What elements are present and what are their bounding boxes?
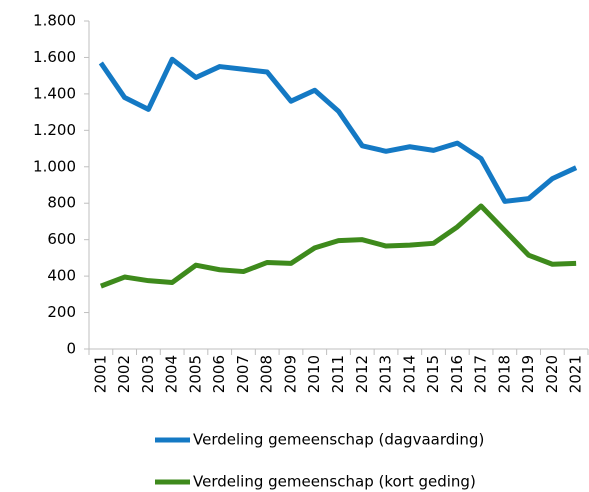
- y-tick-label: 600: [47, 230, 76, 248]
- x-tick-label: 2018: [495, 355, 513, 393]
- y-tick-label: 1.600: [33, 48, 76, 66]
- legend-label: Verdeling gemeenschap (kort geding): [193, 473, 476, 491]
- x-tick-label: 2013: [377, 355, 395, 393]
- x-tick-label: 2010: [305, 355, 323, 393]
- x-tick-label: 2004: [163, 355, 181, 393]
- y-tick-label: 1.000: [33, 157, 76, 175]
- x-tick-label: 2003: [139, 355, 157, 393]
- x-tick-label: 2016: [448, 355, 466, 393]
- x-tick-label: 2006: [210, 355, 228, 393]
- x-tick-label: 2011: [329, 355, 347, 393]
- data-line: [98, 56, 578, 204]
- y-tick-label: 200: [47, 303, 76, 321]
- x-tick-label: 2014: [400, 355, 418, 393]
- x-tick-label: 2015: [424, 355, 442, 393]
- x-tick-label: 2005: [186, 355, 204, 393]
- x-tick-label: 2001: [91, 355, 109, 393]
- y-tick-label: 0: [66, 340, 76, 358]
- y-tick-label: 1.200: [33, 121, 76, 139]
- x-tick-label: 2012: [353, 355, 371, 393]
- y-tick-label: 400: [47, 267, 76, 285]
- x-tick-label: 2020: [543, 355, 561, 393]
- x-tick-label: 2017: [472, 355, 490, 393]
- y-tick-label: 1.400: [33, 84, 76, 102]
- x-tick-label: 2021: [567, 355, 585, 393]
- data-line: [99, 203, 577, 289]
- x-tick-label: 2009: [281, 355, 299, 393]
- x-tick-label: 2019: [519, 355, 537, 393]
- x-tick-label: 2008: [258, 355, 276, 393]
- y-tick-label: 800: [47, 194, 76, 212]
- legend-label: Verdeling gemeenschap (dagvaarding): [193, 431, 484, 449]
- y-tick-label: 1.800: [33, 12, 76, 30]
- x-tick-label: 2007: [234, 355, 252, 393]
- x-tick-label: 2002: [115, 355, 133, 393]
